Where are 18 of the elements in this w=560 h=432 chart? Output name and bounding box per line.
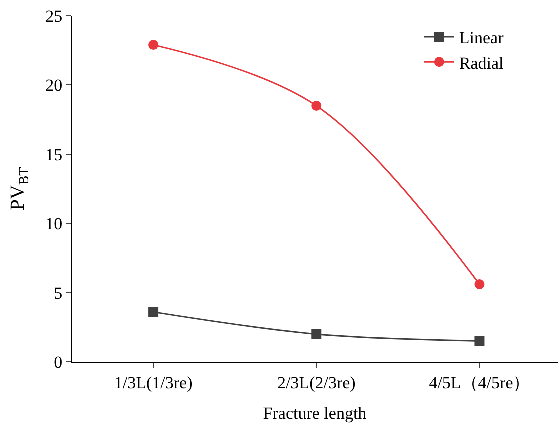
y-tick-label: 5 <box>54 284 63 303</box>
point <box>312 329 322 340</box>
point <box>474 336 485 346</box>
y-tick-label: 0 <box>54 352 63 372</box>
legend-label: Radial <box>459 54 504 73</box>
x-tick-label: 1/3L(1/3re) <box>114 373 193 392</box>
legend-label: Linear <box>459 28 504 48</box>
x-axis-title: Fracture length <box>263 404 368 423</box>
y-tick-label: 10 <box>46 214 63 234</box>
point <box>312 100 322 111</box>
point <box>148 40 159 50</box>
y-tick-label: 20 <box>46 76 63 96</box>
point <box>474 280 485 290</box>
point <box>148 307 159 318</box>
y-tick-label: 15 <box>46 145 63 164</box>
x-tick-label: 4/5L（4/5re） <box>429 373 530 392</box>
x-tick-label: 2/3L(2/3re) <box>277 373 356 392</box>
y-tick-label: 25 <box>46 6 63 26</box>
